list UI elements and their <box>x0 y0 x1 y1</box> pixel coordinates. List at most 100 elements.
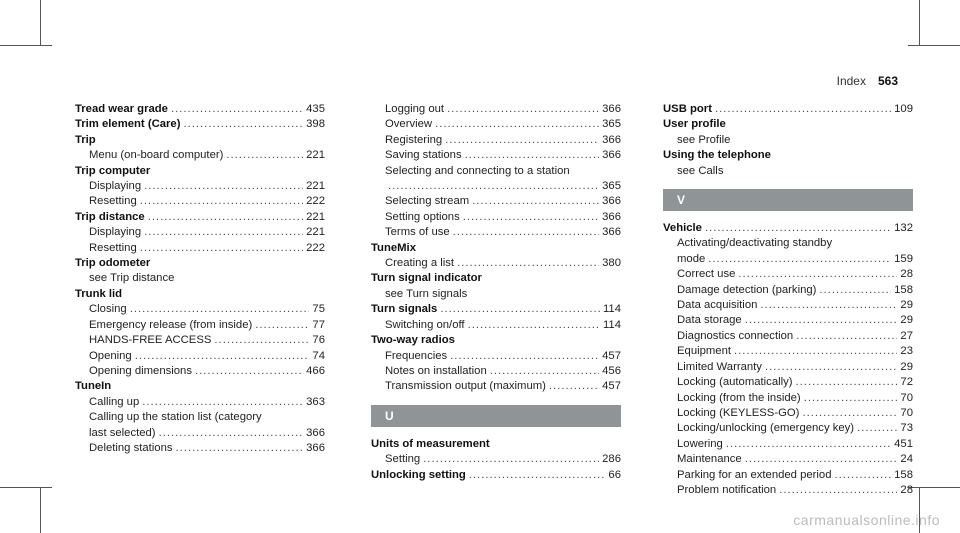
index-subentry[interactable]: Data storage 29 <box>663 313 913 328</box>
entry-text: Calling up the station list (category <box>89 411 262 424</box>
entry-text: Maintenance <box>677 453 742 466</box>
index-entry[interactable]: Tread wear grade 435 <box>75 102 325 117</box>
entry-text: Units of measurement <box>371 437 490 450</box>
index-entry: Two-way radios <box>371 333 621 348</box>
index-subentry[interactable]: Lowering 451 <box>663 437 913 452</box>
watermark: carmanualsonline.info <box>793 512 940 528</box>
page-reference: 73 <box>900 422 913 435</box>
index-subentry[interactable]: Menu (on-board computer) 221 <box>75 148 325 163</box>
entry-text: Notes on installation <box>385 364 487 377</box>
leader-dots <box>159 426 304 441</box>
page-reference: 366 <box>602 133 621 146</box>
entry-text: Limited Warranty <box>677 360 762 373</box>
index-subentry[interactable]: Saving stations 366 <box>371 148 621 163</box>
page-reference: 221 <box>306 180 325 193</box>
leader-dots <box>140 241 303 256</box>
index-subentry[interactable]: Problem notification 28 <box>663 483 913 498</box>
leader-dots <box>715 102 891 117</box>
leader-dots <box>226 148 303 163</box>
entry-text: see Turn signals <box>385 287 468 300</box>
index-subentry[interactable]: Transmission output (maximum) 457 <box>371 379 621 394</box>
index-subentry[interactable]: Locking (automatically) 72 <box>663 375 913 390</box>
index-subentry[interactable]: Registering 366 <box>371 133 621 148</box>
section-label: Index <box>836 74 866 88</box>
index-subentry[interactable]: Selecting stream 366 <box>371 194 621 209</box>
index-subentry[interactable]: Locking/unlocking (emergency key) 73 <box>663 421 913 436</box>
index-subentry[interactable]: Emergency release (from inside) 77 <box>75 318 325 333</box>
index-subentry[interactable]: Deleting stations 366 <box>75 441 325 456</box>
index-subentry[interactable]: Parking for an extended period 158 <box>663 468 913 483</box>
page-reference: 77 <box>312 318 325 331</box>
index-subentry[interactable]: Locking (KEYLESS-GO) 70 <box>663 406 913 421</box>
index-subentry[interactable]: Calling up 363 <box>75 395 325 410</box>
entry-text: Damage detection (parking) <box>677 283 817 296</box>
leader-dots <box>388 179 599 194</box>
index-entry[interactable]: Trim element (Care) 398 <box>75 117 325 132</box>
index-subentry[interactable]: Displaying 221 <box>75 225 325 240</box>
page-reference: 76 <box>312 334 325 347</box>
page-reference: 365 <box>602 180 621 193</box>
index-subentry[interactable]: Diagnostics connection 27 <box>663 329 913 344</box>
index-subentry[interactable]: 365 <box>371 179 621 194</box>
index-subentry[interactable]: Frequencies 457 <box>371 349 621 364</box>
index-subentry[interactable]: HANDS-FREE ACCESS 76 <box>75 333 325 348</box>
index-subentry[interactable]: Opening dimensions 466 <box>75 364 325 379</box>
leader-dots <box>734 344 897 359</box>
index-subentry[interactable]: Locking (from the inside) 70 <box>663 391 913 406</box>
index-subentry[interactable]: last selected) 366 <box>75 426 325 441</box>
index-column-1: Tread wear grade 435 Trim element (Care) 39… <box>75 102 325 456</box>
page-reference: 366 <box>602 210 621 223</box>
leader-dots <box>148 210 303 225</box>
page-reference: 23 <box>900 345 913 358</box>
index-entry[interactable]: Turn signals 114 <box>371 302 621 317</box>
index-entry[interactable]: Unlocking setting 66 <box>371 468 621 483</box>
leader-dots <box>469 468 606 483</box>
index-column-2: Logging out366Overview365Registering366S… <box>371 102 621 483</box>
entry-text: Turn signals <box>371 303 438 316</box>
index-entry: Trip <box>75 133 325 148</box>
index-subentry[interactable]: Resetting 222 <box>75 241 325 256</box>
index-subentry[interactable]: Setting options 366 <box>371 210 621 225</box>
index-subentry[interactable]: Closing 75 <box>75 302 325 317</box>
index-subentry[interactable]: Overview 365 <box>371 117 621 132</box>
index-subentry[interactable]: Correct use 28 <box>663 267 913 282</box>
index-subentry[interactable]: mode 159 <box>663 252 913 267</box>
entry-text: Trip distance <box>75 210 145 223</box>
index-entry: Turn signal indicator <box>371 271 621 286</box>
entry-text: Locking (automatically) <box>677 376 793 389</box>
crop-mark <box>908 45 960 46</box>
index-subentry[interactable]: Notes on installation 456 <box>371 364 621 379</box>
index-subentry[interactable]: Terms of use 366 <box>371 225 621 240</box>
index-subentry[interactable]: Displaying 221 <box>75 179 325 194</box>
index-subentry[interactable]: Equipment 23 <box>663 344 913 359</box>
page-reference: 28 <box>900 268 913 281</box>
entry-text: Diagnostics connection <box>677 329 794 342</box>
index-subentry[interactable]: Maintenance 24 <box>663 452 913 467</box>
index-entry[interactable]: Trip distance 221 <box>75 210 325 225</box>
leader-dots <box>745 313 898 328</box>
leader-dots <box>804 391 898 406</box>
index-entry: TuneIn <box>75 379 325 394</box>
index-entry[interactable]: USB port 109 <box>663 102 913 117</box>
index-subentry[interactable]: Opening 74 <box>75 349 325 364</box>
entry-text: Frequencies <box>385 349 448 362</box>
entry-text: Lowering <box>677 437 723 450</box>
index-subentry[interactable]: Damage detection (parking) 158 <box>663 283 913 298</box>
index-subentry[interactable]: Logging out 366 <box>371 102 621 117</box>
page-reference: 72 <box>900 376 913 389</box>
index-entry: Units of measurement <box>371 437 621 452</box>
index-subentry[interactable]: Setting 286 <box>371 452 621 467</box>
entry-text: Transmission output (maximum) <box>385 380 546 393</box>
index-entry[interactable]: Vehicle 132 <box>663 221 913 236</box>
leader-dots <box>176 441 304 456</box>
index-subentry[interactable]: Resetting 222 <box>75 194 325 209</box>
entry-text: Trim element (Care) <box>75 118 181 131</box>
index-subentry[interactable]: Data acquisition 29 <box>663 298 913 313</box>
entry-text: last selected) <box>89 426 156 439</box>
entry-text: see Profile <box>677 133 731 146</box>
leader-dots <box>796 375 898 390</box>
index-subentry[interactable]: Switching on/off 114 <box>371 318 621 333</box>
index-subentry[interactable]: Creating a list 380 <box>371 256 621 271</box>
entry-text: Setting options <box>385 210 460 223</box>
index-subentry[interactable]: Limited Warranty 29 <box>663 360 913 375</box>
